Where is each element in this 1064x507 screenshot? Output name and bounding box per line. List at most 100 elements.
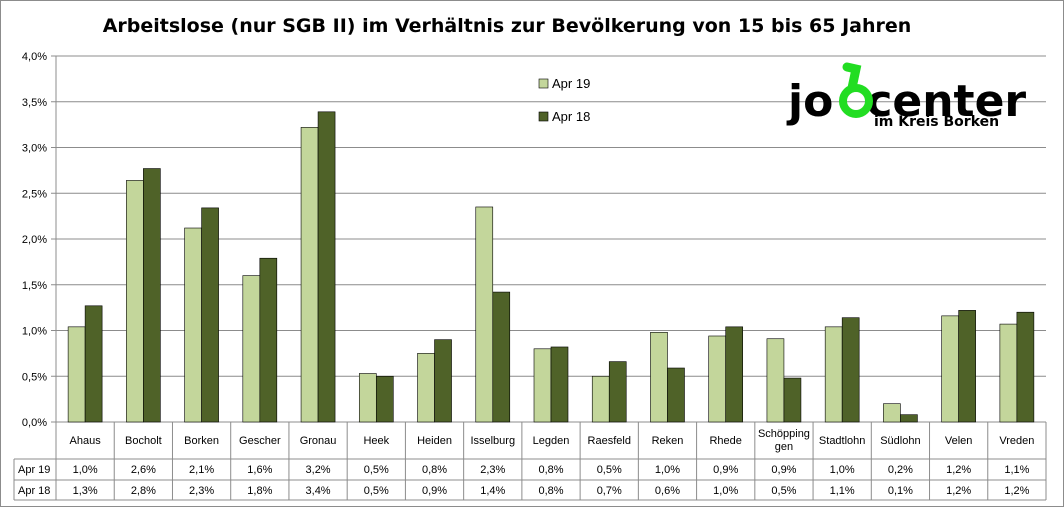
data-table: Ahaus Bocholt Borken Gescher Gronau Heek Heide… (13, 422, 1047, 501)
bar (201, 207, 219, 423)
category-label: Rhede (709, 435, 741, 447)
category-label: Schöpping (758, 428, 810, 440)
table-value: 1,0% (713, 485, 738, 497)
table-value: 1,3% (73, 485, 98, 497)
bar (591, 375, 610, 423)
bar (766, 338, 785, 423)
table-value: 1,1% (830, 485, 855, 497)
category-label: Isselburg (470, 435, 515, 447)
table-value: 1,8% (247, 485, 272, 497)
table-value: 0,2% (888, 464, 913, 476)
jobcenter-logo: jo center im Kreis Borken (786, 62, 1026, 130)
bar (67, 326, 86, 423)
category-label: Reken (652, 435, 684, 447)
bar (143, 168, 161, 423)
bar (824, 326, 843, 423)
table-value: 0,9% (771, 464, 796, 476)
table-value: 1,4% (480, 485, 505, 497)
table-value: 0,5% (771, 485, 796, 497)
y-tick-label: 0,0% (22, 417, 47, 429)
bar (941, 315, 959, 423)
table-value: 2,6% (131, 464, 156, 476)
bar (725, 326, 744, 423)
bar (242, 275, 261, 423)
y-tick-label: 0,5% (22, 371, 47, 383)
chart-title: Arbeitslose (nur SGB II) im Verhältnis z… (103, 15, 912, 37)
legend-swatch (538, 78, 549, 89)
bar (650, 332, 668, 423)
table-value: 1,0% (830, 464, 855, 476)
table-value: 0,5% (364, 485, 389, 497)
category-label: Raesfeld (588, 435, 631, 447)
table-value: 0,7% (597, 485, 622, 497)
legend-label: Apr 19 (552, 76, 590, 91)
category-label: Borken (184, 435, 219, 447)
category-label: gen (775, 441, 793, 453)
table-value: 0,9% (713, 464, 738, 476)
bar (126, 180, 144, 423)
table-value: 1,1% (1004, 464, 1029, 476)
y-tick-label: 1,0% (22, 326, 47, 338)
table-series-name: Apr 18 (18, 485, 50, 497)
y-axis-ticks: 0,0% 0,5% 1,0% 1,5% 2,0% 2,5% 3,0% 3,5% 4,0% (22, 51, 47, 429)
category-label: Heek (363, 435, 389, 447)
category-label: Velen (945, 435, 973, 447)
bar (958, 310, 976, 423)
bar (550, 346, 569, 423)
bar (184, 227, 202, 423)
table-value: 3,2% (306, 464, 331, 476)
table-value: 1,2% (1004, 485, 1029, 497)
table-value: 1,2% (946, 485, 971, 497)
bar (434, 339, 452, 423)
bar (999, 323, 1018, 423)
logo-subtitle: im Kreis Borken (874, 114, 999, 130)
bar (300, 127, 319, 423)
bar (900, 414, 918, 423)
legend: Apr 19 Apr 18 (538, 76, 590, 124)
y-tick-label: 4,0% (22, 51, 47, 63)
bar (358, 373, 377, 423)
bar (533, 348, 552, 423)
table-value: 0,8% (538, 485, 563, 497)
bars (67, 111, 1035, 423)
table-value: 0,1% (888, 485, 913, 497)
table-value: 0,5% (364, 464, 389, 476)
table-value: 0,6% (655, 485, 680, 497)
table-value: 1,2% (946, 464, 971, 476)
table-value: 1,6% (247, 464, 272, 476)
bar (841, 317, 860, 423)
legend-label: Apr 18 (552, 109, 590, 124)
grid-lines (51, 55, 1046, 423)
bar (259, 257, 278, 423)
bar (375, 375, 394, 423)
table-value: 0,5% (597, 464, 622, 476)
y-tick-label: 3,0% (22, 143, 47, 155)
bar (708, 335, 727, 423)
bar (783, 377, 802, 423)
category-label: Heiden (417, 435, 452, 447)
table-value: 2,3% (480, 464, 505, 476)
y-tick-label: 2,0% (22, 234, 47, 246)
bar (608, 361, 627, 423)
y-tick-label: 3,5% (22, 97, 47, 109)
bar (84, 305, 103, 423)
category-label: Vreden (999, 435, 1034, 447)
bar (667, 367, 685, 423)
bar (475, 206, 494, 423)
table-value: 0,8% (422, 464, 447, 476)
bar (317, 111, 336, 423)
category-label: Bocholt (125, 435, 162, 447)
table-value: 1,0% (73, 464, 98, 476)
category-label: Legden (533, 435, 570, 447)
logo-green-b (839, 62, 873, 118)
table-value: 0,9% (422, 485, 447, 497)
table-value: 2,3% (189, 485, 214, 497)
table-value: 0,8% (538, 464, 563, 476)
logo-text: jo center (786, 76, 1026, 127)
table-series-name: Apr 19 (18, 464, 50, 476)
legend-swatch (538, 111, 549, 122)
category-label: Ahaus (70, 435, 102, 447)
bar (1016, 311, 1035, 423)
bar (492, 291, 511, 423)
